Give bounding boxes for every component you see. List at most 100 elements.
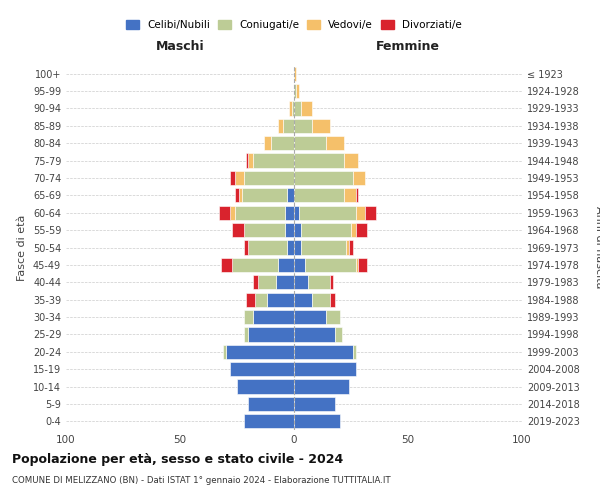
Bar <box>278 258 294 272</box>
Bar <box>242 188 287 202</box>
Bar <box>351 223 356 237</box>
Bar <box>287 240 294 254</box>
Bar <box>301 223 351 237</box>
Bar <box>253 310 294 324</box>
Bar <box>230 362 294 376</box>
Text: Popolazione per età, sesso e stato civile - 2024: Popolazione per età, sesso e stato civil… <box>12 452 343 466</box>
Bar <box>246 292 255 307</box>
Bar <box>299 206 356 220</box>
Bar <box>219 206 230 220</box>
Bar <box>294 362 356 376</box>
Bar <box>248 328 294 342</box>
Bar <box>296 84 299 98</box>
Bar <box>356 258 358 272</box>
Bar <box>237 380 294 394</box>
Bar <box>294 310 326 324</box>
Bar <box>294 275 308 289</box>
Bar <box>271 136 294 150</box>
Bar <box>294 344 353 359</box>
Y-axis label: Fasce di età: Fasce di età <box>17 214 27 280</box>
Bar <box>294 206 299 220</box>
Bar <box>301 102 312 116</box>
Bar <box>246 154 248 168</box>
Bar <box>289 102 292 116</box>
Bar <box>344 154 358 168</box>
Bar <box>244 310 253 324</box>
Bar <box>356 188 358 202</box>
Bar <box>232 223 244 237</box>
Bar <box>294 66 296 81</box>
Bar <box>294 380 349 394</box>
Bar <box>266 292 294 307</box>
Bar <box>326 136 344 150</box>
Bar <box>230 206 235 220</box>
Bar <box>301 240 346 254</box>
Bar <box>239 188 242 202</box>
Bar <box>294 102 301 116</box>
Bar <box>331 275 333 289</box>
Bar <box>294 240 301 254</box>
Bar <box>353 171 365 185</box>
Legend: Celibi/Nubili, Coniugati/e, Vedovi/e, Divorziati/e: Celibi/Nubili, Coniugati/e, Vedovi/e, Di… <box>122 16 466 34</box>
Bar <box>294 414 340 428</box>
Bar <box>244 223 285 237</box>
Bar <box>346 240 349 254</box>
Bar <box>294 397 335 411</box>
Bar <box>326 310 340 324</box>
Bar <box>294 118 312 133</box>
Bar <box>244 414 294 428</box>
Bar <box>294 136 326 150</box>
Bar <box>230 171 235 185</box>
Bar <box>312 118 331 133</box>
Bar <box>235 171 244 185</box>
Bar <box>285 223 294 237</box>
Text: COMUNE DI MELIZZANO (BN) - Dati ISTAT 1° gennaio 2024 - Elaborazione TUTTITALIA.: COMUNE DI MELIZZANO (BN) - Dati ISTAT 1°… <box>12 476 391 485</box>
Bar <box>253 154 294 168</box>
Bar <box>356 223 367 237</box>
Bar <box>232 258 278 272</box>
Bar <box>308 275 331 289</box>
Bar <box>294 292 312 307</box>
Bar <box>287 188 294 202</box>
Bar <box>349 240 353 254</box>
Bar <box>294 84 296 98</box>
Bar <box>294 223 301 237</box>
Bar <box>223 344 226 359</box>
Bar <box>365 206 376 220</box>
Text: Femmine: Femmine <box>376 40 440 53</box>
Bar <box>276 275 294 289</box>
Bar <box>331 292 335 307</box>
Bar <box>294 188 344 202</box>
Bar <box>244 240 248 254</box>
Bar <box>253 275 257 289</box>
Bar <box>356 206 365 220</box>
Bar <box>283 118 294 133</box>
Bar <box>294 171 353 185</box>
Bar <box>235 188 239 202</box>
Bar <box>294 328 335 342</box>
Bar <box>221 258 232 272</box>
Bar <box>248 397 294 411</box>
Bar <box>285 206 294 220</box>
Bar <box>265 136 271 150</box>
Bar <box>248 240 287 254</box>
Bar <box>244 171 294 185</box>
Bar <box>292 102 294 116</box>
Bar <box>294 154 344 168</box>
Bar <box>353 344 356 359</box>
Bar <box>344 188 356 202</box>
Bar <box>255 292 266 307</box>
Bar <box>235 206 285 220</box>
Bar <box>244 328 248 342</box>
Y-axis label: Anni di nascita: Anni di nascita <box>593 206 600 289</box>
Bar <box>358 258 367 272</box>
Bar <box>335 328 342 342</box>
Bar <box>312 292 331 307</box>
Bar <box>294 258 305 272</box>
Bar <box>226 344 294 359</box>
Bar <box>248 154 253 168</box>
Text: Maschi: Maschi <box>155 40 205 53</box>
Bar <box>278 118 283 133</box>
Bar <box>257 275 276 289</box>
Bar <box>305 258 356 272</box>
